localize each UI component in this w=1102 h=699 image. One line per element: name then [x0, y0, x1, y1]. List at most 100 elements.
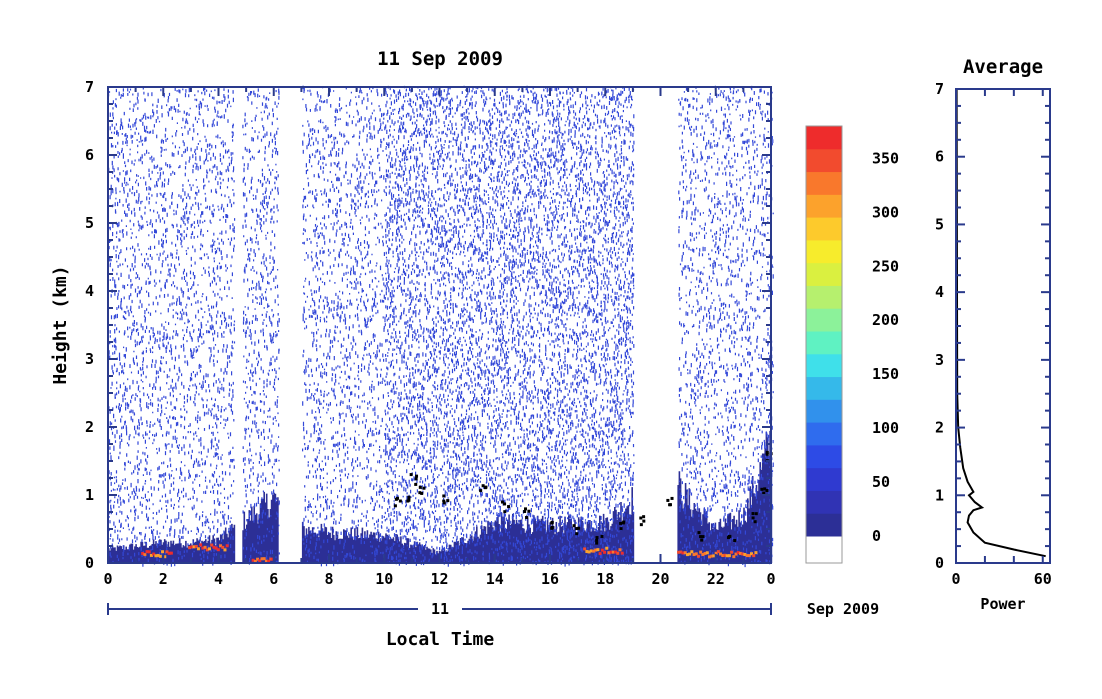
y-tick-label: 6 [85, 146, 94, 164]
layer-top-marker [550, 526, 554, 530]
layer-top-marker [523, 510, 527, 514]
layer-top-marker [479, 489, 483, 493]
layer-top-marker [576, 526, 580, 530]
strong-echo-mark [719, 552, 723, 556]
strong-echo-mark [681, 551, 685, 555]
strong-echo-mark [734, 552, 738, 556]
layer-top-marker [525, 515, 529, 519]
strong-echo-mark [716, 550, 720, 554]
heatmap-y-tick-labels: 0 1 2 3 4 5 6 7 [85, 78, 94, 572]
strong-echo-mark [199, 543, 203, 547]
strong-echo-mark [216, 548, 220, 552]
layer-top-marker [527, 509, 531, 513]
colorbar-segment [806, 148, 842, 173]
layer-top-marker [666, 498, 670, 502]
layer-top-marker [575, 532, 579, 536]
y-tick-label: 4 [85, 282, 94, 300]
strong-echo-mark [583, 547, 587, 551]
average-profile-plot [955, 88, 1046, 558]
layer-top-marker [619, 527, 623, 531]
strong-echo-mark [194, 544, 198, 548]
strong-echo-mark [685, 553, 689, 557]
layer-top-marker [442, 499, 446, 503]
layer-top-marker [422, 486, 426, 490]
layer-top-marker [765, 452, 769, 456]
strong-echo-mark [214, 546, 218, 550]
date-axis-day-label: 11 [431, 600, 449, 618]
strong-echo-mark [158, 554, 162, 558]
layer-top-marker [699, 535, 703, 539]
layer-top-marker [765, 489, 769, 493]
colorbar-segment [806, 467, 842, 491]
layer-top-marker [414, 482, 418, 486]
strong-echo-mark [190, 545, 194, 549]
layer-top-marker [765, 450, 769, 454]
strong-echo-mark [221, 545, 225, 549]
x-tick-label: 6 [269, 570, 278, 588]
layer-top-marker [622, 520, 626, 524]
strong-echo-mark [161, 550, 165, 554]
layer-top-marker [751, 516, 755, 520]
strong-echo-mark [596, 548, 600, 552]
strong-echo-mark [192, 545, 196, 549]
strong-echo-mark [701, 553, 705, 557]
strong-echo-mark [205, 548, 209, 552]
layer-top-marker [572, 524, 576, 528]
layer-top-marker [595, 536, 599, 540]
x-tick-label: 16 [541, 570, 559, 588]
strong-echo-mark [723, 553, 727, 557]
strong-echo-mark [620, 551, 624, 555]
strong-echo-mark [210, 543, 214, 547]
y-tick-label: 7 [85, 78, 94, 96]
strong-echo-mark [253, 559, 257, 563]
strong-echo-mark [154, 554, 158, 558]
layer-top-marker [642, 519, 646, 523]
noise-speckles [108, 85, 774, 568]
layer-top-marker [753, 520, 757, 524]
strong-echo-mark [745, 554, 749, 558]
strong-echo-mark [754, 551, 758, 555]
colorbar-segment [806, 444, 842, 469]
strong-echo-mark [219, 544, 223, 548]
strong-echo-mark [710, 554, 714, 558]
x-tick-label: 20 [651, 570, 669, 588]
average-x-tick-labels: 0 60 [951, 570, 1051, 588]
layer-top-marker [393, 504, 397, 508]
colorbar-segment [806, 422, 842, 446]
layer-top-marker [639, 516, 643, 520]
strong-echo-mark [603, 550, 607, 554]
strong-echo-mark [594, 548, 598, 552]
layer-top-marker [619, 521, 623, 525]
colorbar-tick-label: 0 [872, 527, 881, 545]
layer-top-marker [754, 512, 758, 516]
layer-top-marker [398, 499, 402, 503]
x-tick-label: 0 [766, 570, 775, 588]
layer-top-marker [500, 500, 504, 504]
layer-top-marker [726, 536, 730, 540]
layer-top-marker [418, 491, 422, 495]
x-tick-label: 12 [430, 570, 448, 588]
strong-echo-mark [688, 552, 692, 556]
strong-echo-mark [163, 555, 167, 559]
layer-top-marker [697, 531, 701, 535]
strong-echo-mark [591, 549, 595, 553]
average-y-tick-label: 5 [935, 215, 944, 233]
colorbar-segment [806, 399, 842, 423]
layer-top-marker [524, 507, 528, 511]
average-y-tick-label: 1 [935, 486, 944, 504]
layer-top-marker [670, 496, 674, 500]
strong-echo-mark [727, 554, 731, 558]
layer-top-marker [442, 501, 446, 505]
strong-echo-mark [609, 550, 613, 554]
colorbar-segment [806, 376, 842, 400]
average-x-axis-label: Power [980, 595, 1025, 613]
colorbar-segment [806, 285, 842, 309]
strong-echo-mark [721, 554, 725, 558]
layer-top-marker [446, 499, 450, 503]
strong-echo-mark [587, 550, 591, 554]
colorbar-segment [806, 331, 842, 355]
x-tick-label: 22 [707, 570, 725, 588]
strong-echo-mark [165, 550, 169, 554]
colorbar-segment [806, 353, 842, 378]
layer-top-marker [668, 503, 672, 507]
